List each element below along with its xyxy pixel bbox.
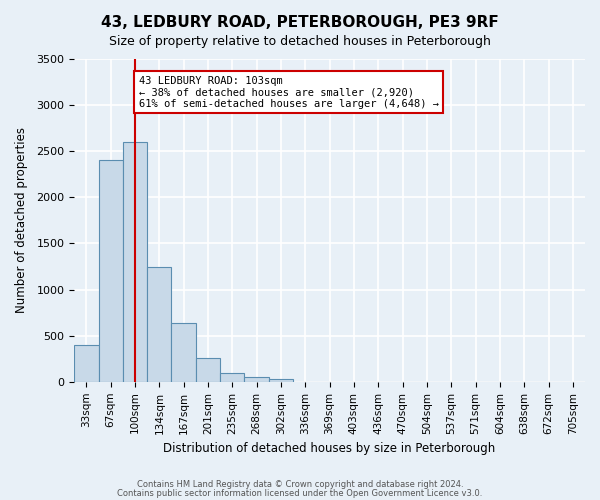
Bar: [269, 379, 293, 382]
Text: Contains public sector information licensed under the Open Government Licence v3: Contains public sector information licen…: [118, 488, 482, 498]
Text: 43 LEDBURY ROAD: 103sqm
← 38% of detached houses are smaller (2,920)
61% of semi: 43 LEDBURY ROAD: 103sqm ← 38% of detache…: [139, 76, 439, 109]
Bar: [123, 142, 147, 382]
Y-axis label: Number of detached properties: Number of detached properties: [15, 128, 28, 314]
Bar: [244, 377, 269, 382]
Bar: [196, 358, 220, 382]
X-axis label: Distribution of detached houses by size in Peterborough: Distribution of detached houses by size …: [163, 442, 496, 455]
Bar: [220, 372, 244, 382]
Bar: [74, 345, 98, 382]
Bar: [98, 160, 123, 382]
Text: 43, LEDBURY ROAD, PETERBOROUGH, PE3 9RF: 43, LEDBURY ROAD, PETERBOROUGH, PE3 9RF: [101, 15, 499, 30]
Text: Size of property relative to detached houses in Peterborough: Size of property relative to detached ho…: [109, 35, 491, 48]
Bar: [147, 266, 172, 382]
Text: Contains HM Land Registry data © Crown copyright and database right 2024.: Contains HM Land Registry data © Crown c…: [137, 480, 463, 489]
Bar: [172, 323, 196, 382]
